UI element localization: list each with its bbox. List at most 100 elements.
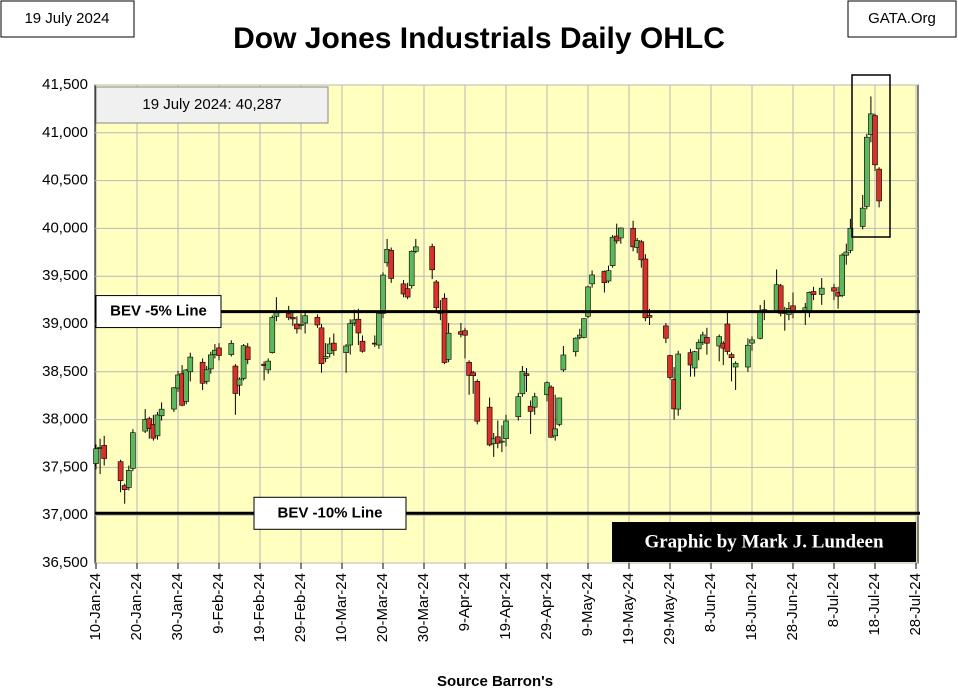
candle-body: [388, 250, 395, 279]
x-tick-label: 30-Jan-24: [169, 573, 186, 641]
site-box: [847, 0, 957, 38]
y-tick-label: 40,000: [42, 219, 88, 236]
x-tick-label: 19-Apr-24: [497, 573, 514, 640]
candle-body: [556, 397, 563, 425]
x-tick-label: 28-Jul-24: [907, 573, 924, 636]
candle-body: [806, 292, 813, 313]
candle-body: [642, 258, 649, 319]
site: GATA.Org: [868, 10, 936, 27]
candle-body: [183, 369, 189, 402]
candle-body: [663, 325, 669, 339]
candle-body: [285, 313, 292, 318]
x-tick-label: 18-Jun-24: [743, 573, 760, 641]
candle-body: [585, 286, 591, 317]
candle-body: [93, 448, 99, 464]
candle-body: [646, 315, 653, 318]
x-axis-label: Source Barron's: [437, 673, 553, 690]
candle-body: [470, 372, 477, 377]
x-tick-label: 30-Mar-24: [415, 573, 432, 642]
credit: Graphic by Mark J. Lundeen: [644, 531, 884, 552]
x-tick-label: 8-Jul-24: [825, 573, 842, 627]
candle-body: [289, 317, 296, 320]
candle-body: [462, 330, 468, 336]
x-tick-label: 9-May-24: [579, 573, 596, 636]
candle-body: [630, 228, 636, 248]
candle-body: [617, 227, 624, 239]
reference-label: BEV -5% Line: [110, 303, 207, 320]
x-tick-label: 8-Jun-24: [702, 573, 719, 632]
candle-body: [552, 428, 559, 437]
candle-body: [359, 340, 366, 352]
candle-body: [810, 291, 817, 295]
candle-body: [876, 168, 882, 202]
y-tick-label: 36,500: [42, 554, 88, 571]
candle-body: [269, 317, 276, 353]
candle-body: [376, 313, 382, 346]
candle-body: [515, 396, 522, 418]
candle-body: [408, 251, 415, 287]
candle-body: [716, 336, 723, 347]
candle-body: [294, 323, 300, 330]
candle-body: [445, 332, 452, 360]
x-tick-label: 9-Feb-24: [210, 573, 227, 634]
candle-body: [302, 315, 308, 324]
x-tick-label: 29-Feb-24: [292, 573, 309, 642]
y-tick-label: 38,000: [42, 411, 88, 428]
candle-body: [322, 356, 329, 359]
y-tick-label: 40,500: [42, 172, 88, 189]
candle-body: [265, 360, 272, 371]
candle-body: [531, 396, 538, 408]
candle-body: [757, 310, 764, 339]
candle-body: [675, 353, 682, 410]
candle-body: [749, 339, 755, 344]
candle-body: [613, 235, 620, 242]
candle-body: [589, 274, 595, 285]
candle-body: [240, 345, 247, 379]
reference-label-box: [253, 496, 407, 530]
candle-body: [244, 346, 251, 360]
candle-body: [380, 274, 386, 314]
highlight-box: [851, 74, 891, 238]
candle-body: [847, 228, 854, 251]
candle-body: [745, 344, 751, 368]
credit-box: [612, 522, 916, 562]
candle-body: [158, 408, 165, 417]
candle-body: [605, 270, 612, 282]
candle-body: [203, 369, 210, 382]
candle-body: [298, 324, 304, 326]
reference-label-box: [95, 295, 222, 329]
reference-label: BEV -10% Line: [277, 504, 382, 521]
candle-body: [494, 436, 501, 444]
candle-body: [831, 287, 837, 292]
y-tick-label: 37,500: [42, 458, 88, 475]
x-tick-label: 20-Mar-24: [374, 573, 391, 642]
candle-body: [171, 387, 177, 410]
candle-body: [872, 115, 878, 166]
candle-body: [609, 236, 616, 266]
candle-body: [117, 461, 124, 481]
candle-body: [154, 414, 161, 437]
candle-body: [314, 317, 321, 326]
candle-body: [843, 251, 850, 256]
candle-body: [441, 297, 448, 363]
candle-body: [228, 343, 235, 355]
y-tick-label: 39,500: [42, 267, 88, 284]
x-tick-label: 19-May-24: [620, 573, 637, 645]
candle-body: [667, 355, 673, 378]
candle-body: [216, 347, 222, 356]
annotation: 19 July 2024: 40,287: [142, 96, 281, 113]
candle-body: [343, 345, 349, 353]
x-tick-label: 10-Mar-24: [333, 573, 350, 642]
candle-body: [208, 354, 214, 370]
candle-body: [318, 327, 325, 364]
x-tick-label: 10-Jan-24: [87, 573, 104, 641]
x-tick-label: 18-Jul-24: [866, 573, 883, 636]
candle-body: [146, 418, 153, 429]
candle-body: [527, 405, 534, 412]
candle-body: [691, 351, 698, 369]
candle-body: [777, 285, 784, 314]
x-tick-label: 28-Jun-24: [784, 573, 801, 641]
candle-body: [130, 432, 136, 469]
x-tick-label: 20-Jan-24: [128, 573, 145, 641]
